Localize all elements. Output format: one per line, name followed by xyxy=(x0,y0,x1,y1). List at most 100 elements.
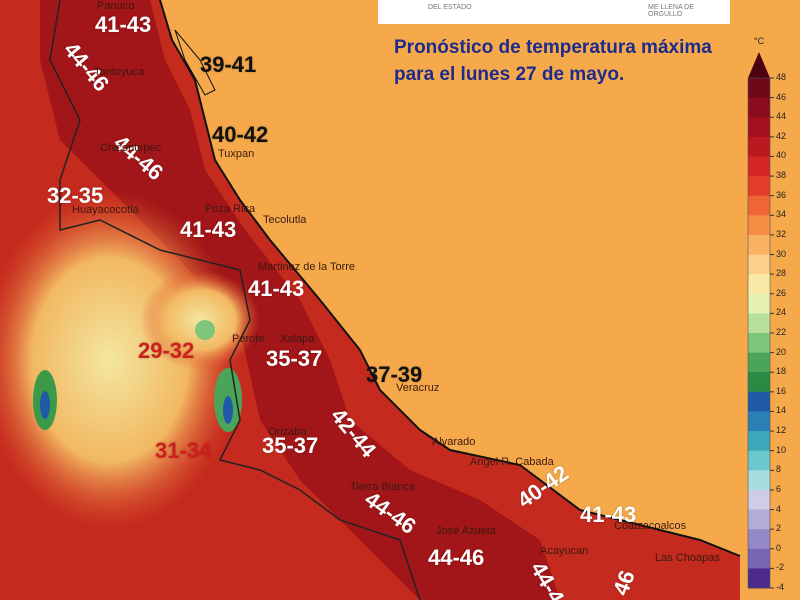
range-label: 32-35 xyxy=(47,183,104,208)
colorbar-tick-label: 20 xyxy=(776,346,787,357)
colorbar-tick-label: 4 xyxy=(776,503,782,514)
city-label: Poza Rica xyxy=(205,203,256,215)
range-label: 35-37 xyxy=(266,346,323,371)
dark-zone xyxy=(40,0,560,600)
range-label: 35-37 xyxy=(262,433,319,458)
city-label: Orizaba xyxy=(268,426,307,438)
colorbar-segment xyxy=(748,156,770,177)
header-text: DEL ESTADO xyxy=(428,4,472,11)
colorbar-tick-label: 8 xyxy=(776,464,782,475)
city-label: Chicontepec xyxy=(100,142,162,154)
colorbar-unit: °C xyxy=(754,36,765,46)
colorbar-segment xyxy=(748,431,770,452)
colorbar-segment xyxy=(748,529,770,550)
range-label: 41-43 xyxy=(95,12,152,37)
colorbar-segment xyxy=(748,509,770,530)
colorbar-segment xyxy=(748,234,770,256)
city-label: Perote xyxy=(232,333,265,345)
range-label: 41-43 xyxy=(580,502,637,527)
colorbar-tick-label: 46 xyxy=(776,91,787,102)
colorbar-tick-label: 38 xyxy=(776,170,787,181)
colorbar-segment xyxy=(748,78,770,99)
colorbar-segment xyxy=(748,450,770,471)
city-label: Veracruz xyxy=(396,382,440,394)
header-text: ME LLENA DE ORGULLO xyxy=(648,4,694,18)
range-label: 39-41 xyxy=(200,52,257,77)
colorbar-segment xyxy=(748,215,770,236)
range-label: 44-46 xyxy=(428,545,485,570)
colorbar-tick-label: -2 xyxy=(776,562,785,573)
city-label: Tuxpan xyxy=(218,148,255,160)
colorbar-tick-label: 36 xyxy=(776,189,787,200)
city-label: Xalapa xyxy=(280,333,315,345)
cool-zone xyxy=(195,320,215,340)
range-label: 40-42 xyxy=(212,122,269,147)
coastline xyxy=(159,0,741,557)
colorbar-segment xyxy=(748,195,770,216)
city-label: Tantoyuca xyxy=(94,66,145,78)
city-label: Martinez de la Torre xyxy=(258,261,356,273)
colorbar-tick-label: 32 xyxy=(776,228,787,239)
colorbar-tick-label: 28 xyxy=(776,268,787,279)
range-label: 29-32 xyxy=(138,338,195,363)
range-label: 37-39 xyxy=(366,362,423,387)
state-border xyxy=(49,0,421,600)
colorbar-segment xyxy=(748,489,770,511)
range-label: 31-34 xyxy=(155,438,212,463)
colorbar-segment xyxy=(748,391,770,412)
colorbar-segment xyxy=(748,352,770,373)
city-label: José Azueta xyxy=(436,525,496,537)
colorbar-tick-label: 24 xyxy=(776,307,787,318)
colorbar-tick-label: 14 xyxy=(776,405,787,416)
colorbar-tick-label: 26 xyxy=(776,287,787,298)
city-label: Huayacocotla xyxy=(72,204,139,216)
colorbar-tick-label: 42 xyxy=(776,130,787,141)
colorbar-tick-label: 30 xyxy=(776,248,787,259)
range-label: 41-43 xyxy=(180,217,237,242)
cool-zone xyxy=(223,396,233,424)
colorbar-tick-label: 0 xyxy=(776,542,782,553)
colorbar-segment xyxy=(748,333,770,354)
colorbar-segment xyxy=(748,254,770,275)
colorbar-tick-label: 22 xyxy=(776,327,787,337)
title: Pronóstico de temperatura máxima para el… xyxy=(394,37,712,85)
city-label: Las Choapas xyxy=(655,552,720,564)
colorbar-segment xyxy=(748,548,770,569)
colorbar-tick-label: -4 xyxy=(776,582,785,592)
cool-zone xyxy=(40,391,50,419)
city-label: Acayucan xyxy=(540,545,589,557)
colorbar-segment xyxy=(748,293,770,314)
colorbar-tick-label: 2 xyxy=(776,523,782,534)
colorbar-segment xyxy=(748,136,770,157)
city-label: Coatzacoalcos xyxy=(614,520,687,532)
colorbar-tick-label: 6 xyxy=(776,483,782,494)
city-label: Angel R. Cabada xyxy=(470,456,554,468)
city-label: Tecolutla xyxy=(263,214,307,226)
colorbar-tick-label: 40 xyxy=(776,150,787,161)
city-label: Panuco xyxy=(97,0,135,12)
colorbar-segment xyxy=(748,313,770,334)
inland-zone xyxy=(140,270,260,370)
colorbar-tick-label: 10 xyxy=(776,444,787,455)
colorbar-tick-label: 44 xyxy=(776,111,787,122)
colorbar-segment xyxy=(748,372,770,393)
city-label: Alvarado xyxy=(432,436,476,448)
city-label: Tierra Blanca xyxy=(350,481,416,493)
colorbar-segment xyxy=(748,568,770,589)
colorbar-tick-label: 12 xyxy=(776,425,787,436)
colorbar-segment xyxy=(748,411,770,432)
colorbar-segment xyxy=(748,97,770,118)
colorbar-segment xyxy=(748,117,770,138)
colorbar-cap xyxy=(748,52,770,78)
colorbar-segment xyxy=(748,176,770,197)
colorbar-segment xyxy=(748,274,770,295)
colorbar-segment xyxy=(748,470,770,491)
header-strip: DEL ESTADO ME LLENA DE ORGULLO xyxy=(378,0,730,24)
colorbar-tick-label: 48 xyxy=(776,72,787,82)
range-label: 41-43 xyxy=(248,276,305,301)
colorbar-tick-label: 34 xyxy=(776,209,787,220)
colorbar-tick-label: 18 xyxy=(776,366,787,377)
